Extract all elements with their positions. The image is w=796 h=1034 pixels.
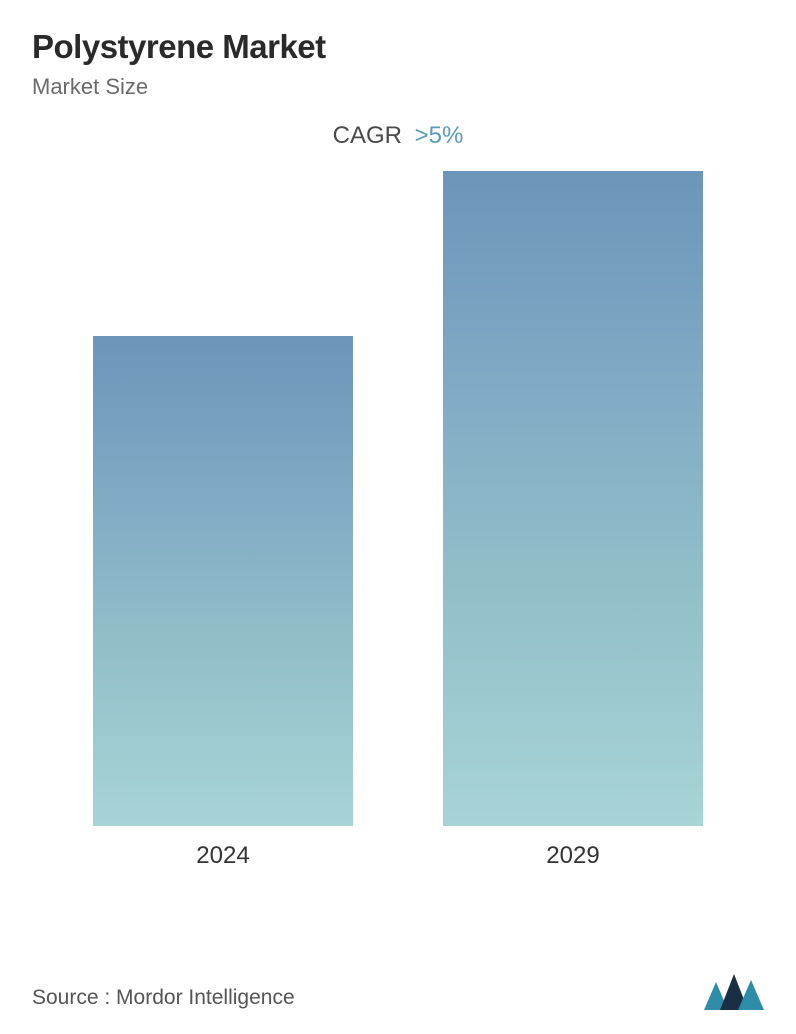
footer: Source : Mordor Intelligence	[32, 974, 764, 1010]
bar-label-2024: 2024	[196, 842, 249, 870]
bar-2029	[443, 171, 703, 826]
bar-label-2029: 2029	[546, 842, 599, 870]
cagr-label: CAGR	[333, 122, 402, 149]
cagr-row: CAGR >5%	[32, 122, 764, 150]
source-text: Source : Mordor Intelligence	[32, 986, 295, 1010]
cagr-value: >5%	[415, 122, 464, 149]
brand-logo-icon	[704, 974, 764, 1010]
bar-2024	[93, 336, 353, 826]
bar-group-2029: 2029	[443, 170, 703, 870]
bar-chart: 2024 2029	[32, 170, 764, 870]
page-title: Polystyrene Market	[32, 28, 764, 66]
page-subtitle: Market Size	[32, 74, 764, 100]
bar-group-2024: 2024	[93, 170, 353, 870]
